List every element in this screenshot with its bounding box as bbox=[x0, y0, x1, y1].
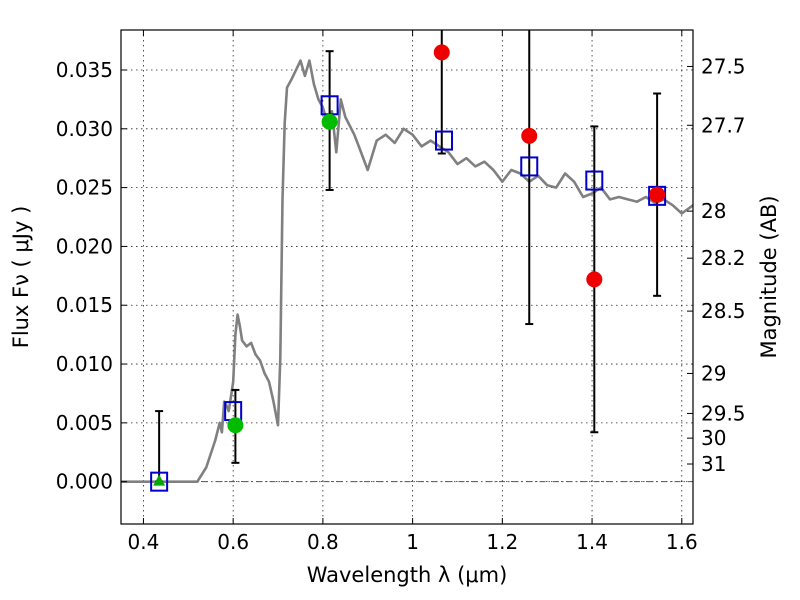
x-tick-label: 0.6 bbox=[217, 530, 249, 554]
error-bars bbox=[155, 30, 662, 483]
model-flux-square bbox=[435, 130, 454, 151]
spectrum-line bbox=[121, 59, 693, 483]
observed-flux-point bbox=[227, 417, 244, 434]
x-tick-label: 0.8 bbox=[307, 530, 339, 554]
y2-tick-label: 30 bbox=[701, 426, 726, 450]
x-axis-label: Wavelength λ (μm) bbox=[307, 563, 508, 587]
model-spectrum bbox=[121, 59, 693, 483]
y2-tick-label: 27.7 bbox=[701, 113, 746, 137]
model-flux-square bbox=[585, 170, 604, 191]
y-axis-label: Flux Fν ( μJy ) bbox=[9, 206, 33, 349]
model-flux-square bbox=[520, 156, 539, 177]
photometry-markers bbox=[150, 44, 667, 492]
y2-tick-label: 28.5 bbox=[701, 299, 746, 323]
observed-flux-point bbox=[521, 127, 538, 144]
y2-tick-label: 27.5 bbox=[701, 54, 746, 78]
y2-tick-label: 31 bbox=[701, 452, 726, 476]
model-flux-square bbox=[150, 471, 169, 492]
y2-tick-label: 29.5 bbox=[701, 401, 746, 425]
y-tick-label: 0.020 bbox=[56, 234, 113, 258]
observed-flux-point bbox=[321, 113, 338, 130]
x-tick-label: 1.6 bbox=[666, 530, 698, 554]
upper-limit-triangle bbox=[153, 474, 166, 486]
x-tick-label: 1.4 bbox=[576, 530, 608, 554]
y-tick-label: 0.035 bbox=[56, 58, 113, 82]
x-tick-label: 0.4 bbox=[128, 530, 160, 554]
grid bbox=[121, 30, 693, 524]
y2-tick-label: 29 bbox=[701, 361, 726, 385]
tick-labels: 0.4 0.6 0.8 1 1.2 1.4 1.6 0.000 0.005 0.010 0.015 0… bbox=[56, 54, 746, 554]
y2-axis-label: Magnitude (AB) bbox=[757, 195, 781, 358]
plot-frame bbox=[120, 29, 694, 525]
y-tick-label: 0.000 bbox=[56, 470, 113, 494]
axis-ticks bbox=[121, 30, 693, 524]
observed-flux-point bbox=[586, 271, 603, 288]
observed-flux-point bbox=[433, 44, 450, 61]
y-tick-label: 0.025 bbox=[56, 176, 113, 200]
x-tick-label: 1 bbox=[406, 530, 419, 554]
y-tick-label: 0.015 bbox=[56, 293, 113, 317]
y2-tick-label: 28.2 bbox=[701, 246, 746, 270]
observed-flux-point bbox=[649, 186, 666, 203]
y-tick-label: 0.005 bbox=[56, 411, 113, 435]
y-tick-label: 0.030 bbox=[56, 117, 113, 141]
y-tick-label: 0.010 bbox=[56, 352, 113, 376]
y2-tick-label: 28 bbox=[701, 199, 726, 223]
x-tick-label: 1.2 bbox=[486, 530, 518, 554]
